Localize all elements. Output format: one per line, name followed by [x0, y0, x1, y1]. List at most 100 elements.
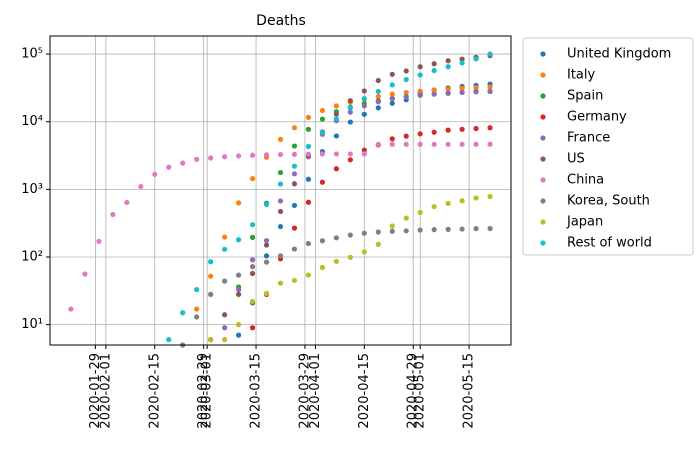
- data-point: [277, 169, 284, 176]
- data-point: [459, 89, 465, 96]
- legend-marker: [540, 240, 546, 246]
- data-point: [291, 143, 298, 149]
- data-point: [208, 155, 214, 161]
- data-point: [235, 237, 242, 243]
- data-point: [319, 116, 326, 122]
- data-point: [291, 181, 298, 187]
- data-point: [417, 131, 423, 137]
- data-point: [277, 208, 284, 215]
- chart-title: Deaths: [256, 13, 306, 29]
- data-point: [180, 310, 186, 316]
- data-point: [249, 234, 256, 240]
- plot-area: [68, 51, 493, 348]
- data-point: [347, 98, 353, 104]
- data-point: [403, 215, 409, 221]
- legend-marker: [540, 51, 546, 57]
- data-point: [431, 203, 437, 210]
- x-tick-label: 2020-03-15: [249, 353, 264, 429]
- data-point: [194, 306, 200, 312]
- data-point: [361, 249, 367, 255]
- data-point: [361, 147, 367, 153]
- data-point: [277, 136, 284, 143]
- data-point: [235, 322, 242, 328]
- data-point: [431, 129, 437, 135]
- data-point: [319, 179, 326, 185]
- data-point: [473, 56, 479, 62]
- data-point: [431, 87, 437, 93]
- y-tick-label: 10²: [21, 249, 43, 264]
- data-point: [445, 141, 451, 147]
- data-point: [487, 125, 493, 131]
- y-tick-label: 10⁵: [21, 47, 43, 62]
- data-point: [110, 211, 116, 218]
- data-point: [459, 85, 465, 91]
- data-point: [333, 258, 339, 265]
- data-point: [235, 153, 242, 159]
- data-point: [417, 64, 423, 70]
- data-point: [473, 125, 479, 132]
- data-point: [333, 133, 339, 139]
- data-point: [305, 151, 312, 157]
- data-point: [375, 88, 381, 95]
- data-point: [459, 198, 465, 204]
- data-point: [291, 202, 298, 209]
- data-point: [249, 257, 256, 263]
- data-point: [403, 133, 409, 139]
- data-point: [319, 238, 326, 244]
- data-point: [305, 240, 312, 247]
- data-point: [361, 151, 367, 157]
- data-point: [417, 227, 423, 233]
- data-point: [333, 235, 339, 241]
- x-tick-label: 2020-02-01: [98, 353, 113, 429]
- x-tick-label: 2020-03-29: [297, 353, 312, 429]
- data-point: [417, 72, 423, 78]
- data-point: [459, 126, 465, 132]
- data-point: [431, 67, 437, 74]
- data-point: [389, 141, 395, 147]
- data-point: [347, 119, 353, 125]
- data-point: [305, 176, 312, 182]
- legend-label: Korea, South: [567, 194, 650, 209]
- data-point: [291, 225, 298, 231]
- legend-label: Spain: [567, 89, 603, 104]
- data-point: [487, 84, 493, 90]
- data-point: [403, 94, 409, 100]
- data-point: [473, 141, 479, 147]
- data-point: [305, 126, 312, 132]
- y-tick-label: 10³: [21, 182, 43, 197]
- data-point: [361, 103, 367, 109]
- data-point: [473, 88, 479, 94]
- legend-marker: [540, 198, 546, 204]
- data-point: [487, 225, 493, 232]
- data-point: [389, 228, 395, 234]
- data-point: [417, 92, 423, 98]
- data-point: [375, 77, 381, 84]
- data-point: [389, 96, 395, 102]
- data-point: [166, 164, 172, 170]
- data-point: [403, 76, 409, 83]
- data-point: [375, 141, 381, 147]
- data-point: [459, 141, 465, 147]
- data-point: [347, 157, 353, 163]
- data-point: [152, 171, 158, 177]
- data-point: [208, 291, 214, 297]
- data-point: [375, 99, 381, 105]
- data-point: [403, 141, 409, 147]
- legend-box: [522, 37, 694, 256]
- legend-label: US: [567, 152, 585, 167]
- data-point: [263, 201, 270, 207]
- data-point: [389, 71, 395, 77]
- data-point: [291, 163, 298, 169]
- data-point: [347, 254, 353, 260]
- data-point: [180, 160, 186, 166]
- data-point: [389, 91, 395, 97]
- y-tick-label: 10⁴: [21, 114, 43, 129]
- data-point: [277, 280, 284, 286]
- data-point: [403, 89, 409, 96]
- data-point: [417, 209, 423, 216]
- data-point: [431, 61, 437, 67]
- data-point: [249, 325, 256, 331]
- data-point: [417, 88, 423, 94]
- data-point: [389, 82, 395, 88]
